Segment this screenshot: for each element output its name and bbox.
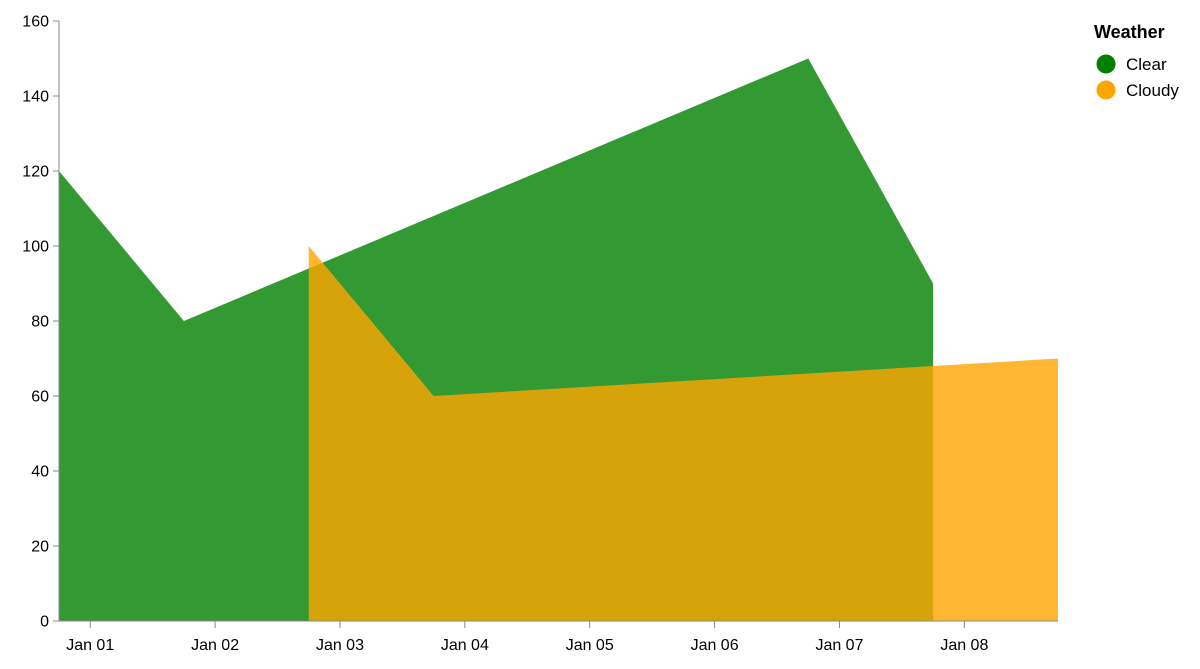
area-series-cloudy [308,246,1058,621]
y-tick-label: 80 [31,314,49,331]
legend-label-clear: Clear [1126,55,1167,74]
legend-title: Weather [1094,22,1165,42]
x-tick-label: Jan 03 [316,637,364,654]
y-tick-label: 20 [31,539,49,556]
legend-label-cloudy: Cloudy [1126,81,1179,100]
y-tick-label: 160 [22,14,49,31]
x-axis: Jan 01 Jan 02 Jan 03 Jan 04 Jan 05 Jan 06 Jan … [59,620,1058,654]
y-tick-label: 0 [40,614,49,631]
y-tick-label: 100 [22,239,49,256]
y-axis: 0 20 40 60 80 100 120 140 160 [22,14,60,631]
x-tick-label: Jan 05 [566,637,614,654]
areas-layer [59,58,1058,621]
x-tick-label: Jan 02 [191,637,239,654]
y-tick-label: 120 [22,164,49,181]
y-tick-label: 40 [31,464,49,481]
y-tick-label: 60 [31,389,49,406]
y-tick-label: 140 [22,89,49,106]
x-tick-label: Jan 01 [66,637,114,654]
legend: Weather Clear Cloudy [1094,22,1179,100]
legend-swatch-cloudy [1096,80,1116,100]
x-tick-label: Jan 08 [940,637,988,654]
legend-swatch-clear [1096,54,1116,74]
x-tick-label: Jan 06 [691,637,739,654]
x-tick-label: Jan 07 [815,637,863,654]
x-tick-label: Jan 04 [441,637,489,654]
